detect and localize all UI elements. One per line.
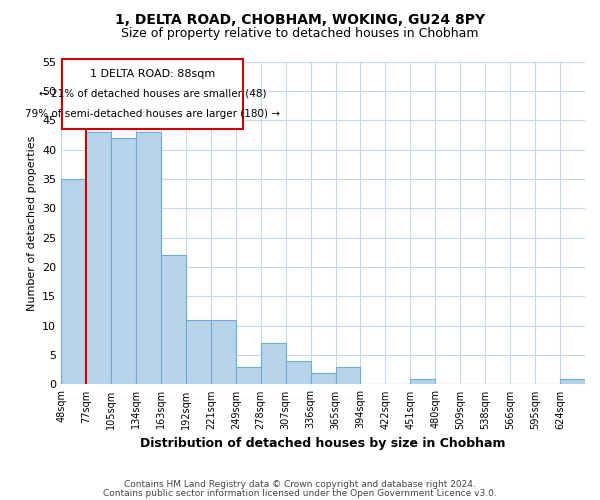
Text: Size of property relative to detached houses in Chobham: Size of property relative to detached ho…	[121, 28, 479, 40]
X-axis label: Distribution of detached houses by size in Chobham: Distribution of detached houses by size …	[140, 437, 506, 450]
Bar	[260, 344, 286, 384]
Bar	[186, 320, 211, 384]
Bar	[161, 256, 186, 384]
Bar	[286, 361, 311, 384]
Bar	[61, 179, 86, 384]
Bar	[86, 132, 111, 384]
Bar	[236, 367, 260, 384]
Y-axis label: Number of detached properties: Number of detached properties	[26, 136, 37, 310]
Bar	[410, 378, 436, 384]
FancyBboxPatch shape	[62, 58, 243, 129]
Bar	[311, 372, 335, 384]
Bar	[335, 367, 361, 384]
Text: 1 DELTA ROAD: 88sqm: 1 DELTA ROAD: 88sqm	[90, 69, 215, 79]
Text: 1, DELTA ROAD, CHOBHAM, WOKING, GU24 8PY: 1, DELTA ROAD, CHOBHAM, WOKING, GU24 8PY	[115, 12, 485, 26]
Bar	[560, 378, 585, 384]
Bar	[111, 138, 136, 384]
Bar	[136, 132, 161, 384]
Text: 79% of semi-detached houses are larger (180) →: 79% of semi-detached houses are larger (…	[25, 108, 280, 118]
Bar	[211, 320, 236, 384]
Text: ← 21% of detached houses are smaller (48): ← 21% of detached houses are smaller (48…	[39, 89, 266, 99]
Text: Contains public sector information licensed under the Open Government Licence v3: Contains public sector information licen…	[103, 488, 497, 498]
Text: Contains HM Land Registry data © Crown copyright and database right 2024.: Contains HM Land Registry data © Crown c…	[124, 480, 476, 489]
